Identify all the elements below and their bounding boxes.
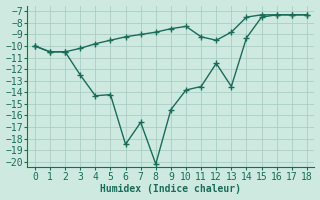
X-axis label: Humidex (Indice chaleur): Humidex (Indice chaleur) [100,184,241,194]
